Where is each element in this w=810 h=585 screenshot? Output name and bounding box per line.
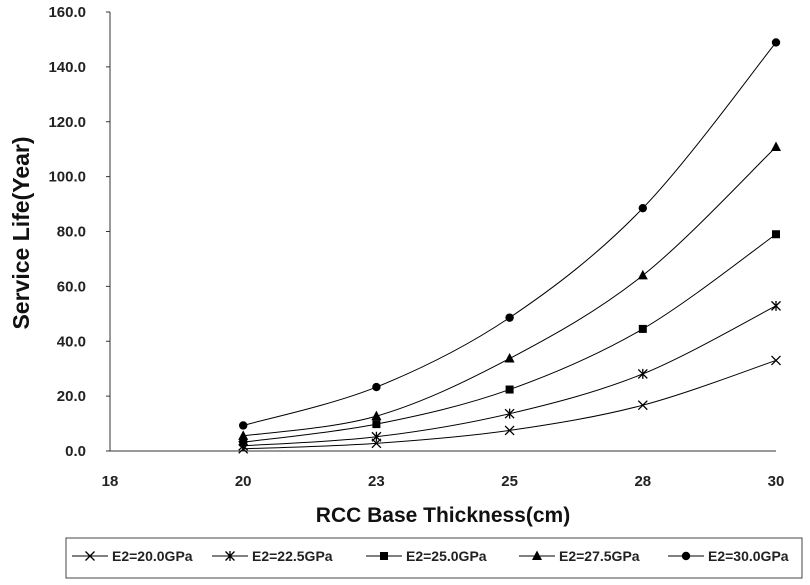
series-1 [238, 300, 781, 451]
series-0 [238, 355, 781, 454]
data-point [371, 431, 382, 442]
y-tick-label: 140.0 [48, 59, 86, 76]
data-point [771, 300, 781, 311]
legend-label: E2=30.0GPa [708, 548, 789, 564]
y-tick-label: 60.0 [57, 278, 86, 295]
series-2 [239, 230, 780, 447]
plot-area: 0.0 20.0 40.0 60.0 80.0 100.0 120.0 140.0 160.0 1… [48, 4, 784, 490]
y-axis-label: Service Life(Year) [8, 136, 34, 329]
legend-label: E2=25.0GPa [406, 548, 487, 564]
data-point [637, 269, 648, 280]
data-point [772, 230, 780, 239]
data-point [239, 438, 248, 447]
x-tick-label: 30 [768, 473, 785, 490]
y-tick-label: 0.0 [65, 443, 86, 460]
y-tick-label: 160.0 [48, 4, 86, 21]
data-point [638, 203, 647, 213]
data-point [637, 400, 648, 411]
data-point [505, 385, 514, 394]
legend-marker [532, 550, 542, 560]
y-tick-label: 20.0 [57, 388, 86, 405]
legend-label: E2=20.0GPa [112, 548, 193, 564]
x-axis-label: RCC Base Thickness(cm) [316, 504, 570, 527]
data-point [239, 421, 248, 430]
y-tick-label: 100.0 [48, 169, 86, 186]
x-tick-label: 18 [102, 473, 119, 490]
series-4 [239, 38, 781, 430]
y-tick-label: 40.0 [57, 333, 86, 350]
series-line [243, 42, 777, 426]
legend-entry: E2=20.0GPa [72, 548, 193, 564]
data-point [504, 408, 515, 419]
legend-entry: E2=30.0GPa [668, 548, 789, 564]
data-point [638, 324, 647, 333]
legend: E2=20.0GPa E2=22.5GPa E2=25.0GPa E2=27.5GPa… [65, 537, 803, 579]
legend-entry: E2=27.5GPa [519, 548, 640, 564]
legend-label: E2=27.5GPa [559, 548, 640, 564]
y-tick-label: 80.0 [57, 224, 86, 241]
legend-entry: E2=22.5GPa [212, 548, 333, 564]
legend-label: E2=22.5GPa [252, 548, 333, 564]
legend-marker [380, 552, 388, 560]
legend-box [65, 537, 803, 579]
x-tick-label: 23 [368, 473, 385, 490]
legend-entry: E2=25.0GPa [366, 548, 487, 564]
data-point [771, 38, 781, 47]
data-point [371, 410, 382, 421]
legend-marker [225, 551, 235, 561]
data-point [372, 382, 381, 392]
legend-marker [85, 551, 95, 561]
data-point [771, 355, 781, 366]
x-tick-label: 28 [634, 473, 651, 490]
series-line [243, 305, 777, 447]
data-point [238, 430, 249, 440]
y-tick-label: 120.0 [48, 114, 86, 131]
data-point [771, 141, 781, 151]
data-point [637, 368, 648, 379]
data-point [504, 353, 515, 363]
legend-marker [681, 551, 691, 561]
data-point [372, 420, 381, 429]
series-3 [238, 141, 781, 440]
data-point [504, 425, 515, 436]
x-tick-label: 25 [501, 473, 518, 490]
x-tick-label: 20 [235, 473, 252, 490]
data-point [505, 313, 514, 322]
